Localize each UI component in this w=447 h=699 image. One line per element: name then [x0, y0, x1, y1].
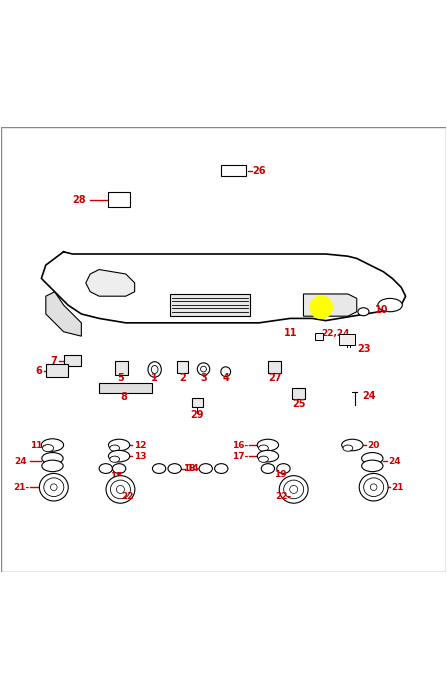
Text: 13: 13: [134, 452, 146, 461]
Text: 21-: 21-: [13, 483, 30, 491]
Ellipse shape: [106, 475, 135, 503]
FancyBboxPatch shape: [108, 192, 130, 208]
Ellipse shape: [152, 366, 158, 373]
Text: 23: 23: [358, 344, 371, 354]
Ellipse shape: [277, 463, 290, 473]
Ellipse shape: [215, 463, 228, 473]
Ellipse shape: [42, 439, 63, 452]
Text: 7: 7: [50, 356, 57, 366]
Text: 28: 28: [72, 195, 86, 205]
Text: 11-: 11-: [30, 440, 46, 449]
Text: 4: 4: [222, 373, 229, 383]
Polygon shape: [304, 294, 357, 316]
Ellipse shape: [44, 478, 64, 496]
Text: 22-: 22-: [275, 493, 291, 501]
Ellipse shape: [42, 445, 54, 452]
FancyBboxPatch shape: [115, 361, 128, 375]
FancyBboxPatch shape: [46, 363, 68, 377]
Ellipse shape: [362, 460, 383, 472]
Ellipse shape: [42, 460, 63, 472]
Ellipse shape: [109, 450, 130, 462]
Text: 1: 1: [151, 373, 158, 383]
Ellipse shape: [99, 463, 113, 473]
Text: 22,24: 22,24: [321, 329, 350, 338]
Ellipse shape: [257, 450, 278, 462]
Ellipse shape: [168, 463, 181, 473]
Text: 17-: 17-: [232, 452, 248, 461]
Ellipse shape: [290, 485, 298, 493]
Ellipse shape: [261, 463, 274, 473]
Ellipse shape: [279, 475, 308, 503]
Ellipse shape: [259, 456, 268, 462]
Ellipse shape: [359, 473, 388, 501]
Ellipse shape: [257, 439, 278, 451]
Ellipse shape: [39, 473, 68, 501]
Polygon shape: [170, 294, 250, 316]
FancyBboxPatch shape: [99, 383, 152, 393]
Ellipse shape: [148, 361, 161, 377]
Ellipse shape: [358, 308, 369, 316]
Text: 6: 6: [35, 366, 42, 376]
Text: 24: 24: [363, 391, 376, 401]
FancyBboxPatch shape: [268, 361, 281, 373]
Text: 19: 19: [274, 470, 287, 480]
Ellipse shape: [110, 480, 131, 499]
Ellipse shape: [342, 439, 363, 451]
Text: 9: 9: [316, 302, 323, 312]
FancyBboxPatch shape: [292, 388, 305, 399]
Text: 20: 20: [367, 440, 380, 449]
Text: 24: 24: [15, 457, 27, 466]
Text: 12: 12: [134, 440, 146, 449]
Text: 15: 15: [110, 472, 122, 481]
Text: 22: 22: [122, 493, 134, 501]
Text: 2: 2: [179, 373, 186, 383]
Ellipse shape: [201, 366, 207, 372]
Ellipse shape: [116, 485, 124, 493]
Ellipse shape: [284, 480, 304, 499]
Ellipse shape: [110, 445, 119, 452]
Text: 14: 14: [186, 464, 198, 473]
FancyBboxPatch shape: [221, 165, 246, 176]
FancyBboxPatch shape: [315, 333, 324, 340]
Ellipse shape: [378, 298, 402, 312]
FancyBboxPatch shape: [177, 361, 188, 373]
Ellipse shape: [362, 452, 383, 464]
Text: 3: 3: [200, 373, 207, 383]
Text: 29: 29: [190, 410, 203, 420]
Ellipse shape: [370, 484, 377, 491]
Ellipse shape: [42, 452, 63, 464]
Ellipse shape: [343, 445, 353, 452]
Polygon shape: [46, 291, 81, 336]
Text: 10: 10: [375, 305, 388, 315]
Text: 26: 26: [253, 166, 266, 176]
FancyBboxPatch shape: [63, 355, 81, 366]
Ellipse shape: [109, 439, 130, 451]
Ellipse shape: [221, 367, 231, 377]
FancyBboxPatch shape: [191, 398, 202, 408]
Ellipse shape: [113, 463, 126, 473]
Ellipse shape: [364, 478, 384, 496]
Ellipse shape: [152, 463, 166, 473]
FancyBboxPatch shape: [339, 334, 354, 345]
Ellipse shape: [199, 463, 212, 473]
Text: 27: 27: [269, 373, 282, 383]
Ellipse shape: [197, 363, 210, 375]
Polygon shape: [86, 270, 135, 296]
Ellipse shape: [51, 484, 57, 491]
Text: 18-: 18-: [183, 464, 199, 473]
Circle shape: [310, 296, 332, 319]
Text: 25: 25: [292, 398, 305, 409]
Text: 8: 8: [120, 392, 127, 402]
Ellipse shape: [110, 456, 119, 462]
Text: 21: 21: [392, 483, 404, 491]
Ellipse shape: [259, 445, 268, 452]
Text: 24: 24: [388, 457, 401, 466]
Text: 11: 11: [283, 328, 297, 338]
Text: 16-: 16-: [232, 440, 248, 449]
Text: 5: 5: [117, 373, 124, 383]
